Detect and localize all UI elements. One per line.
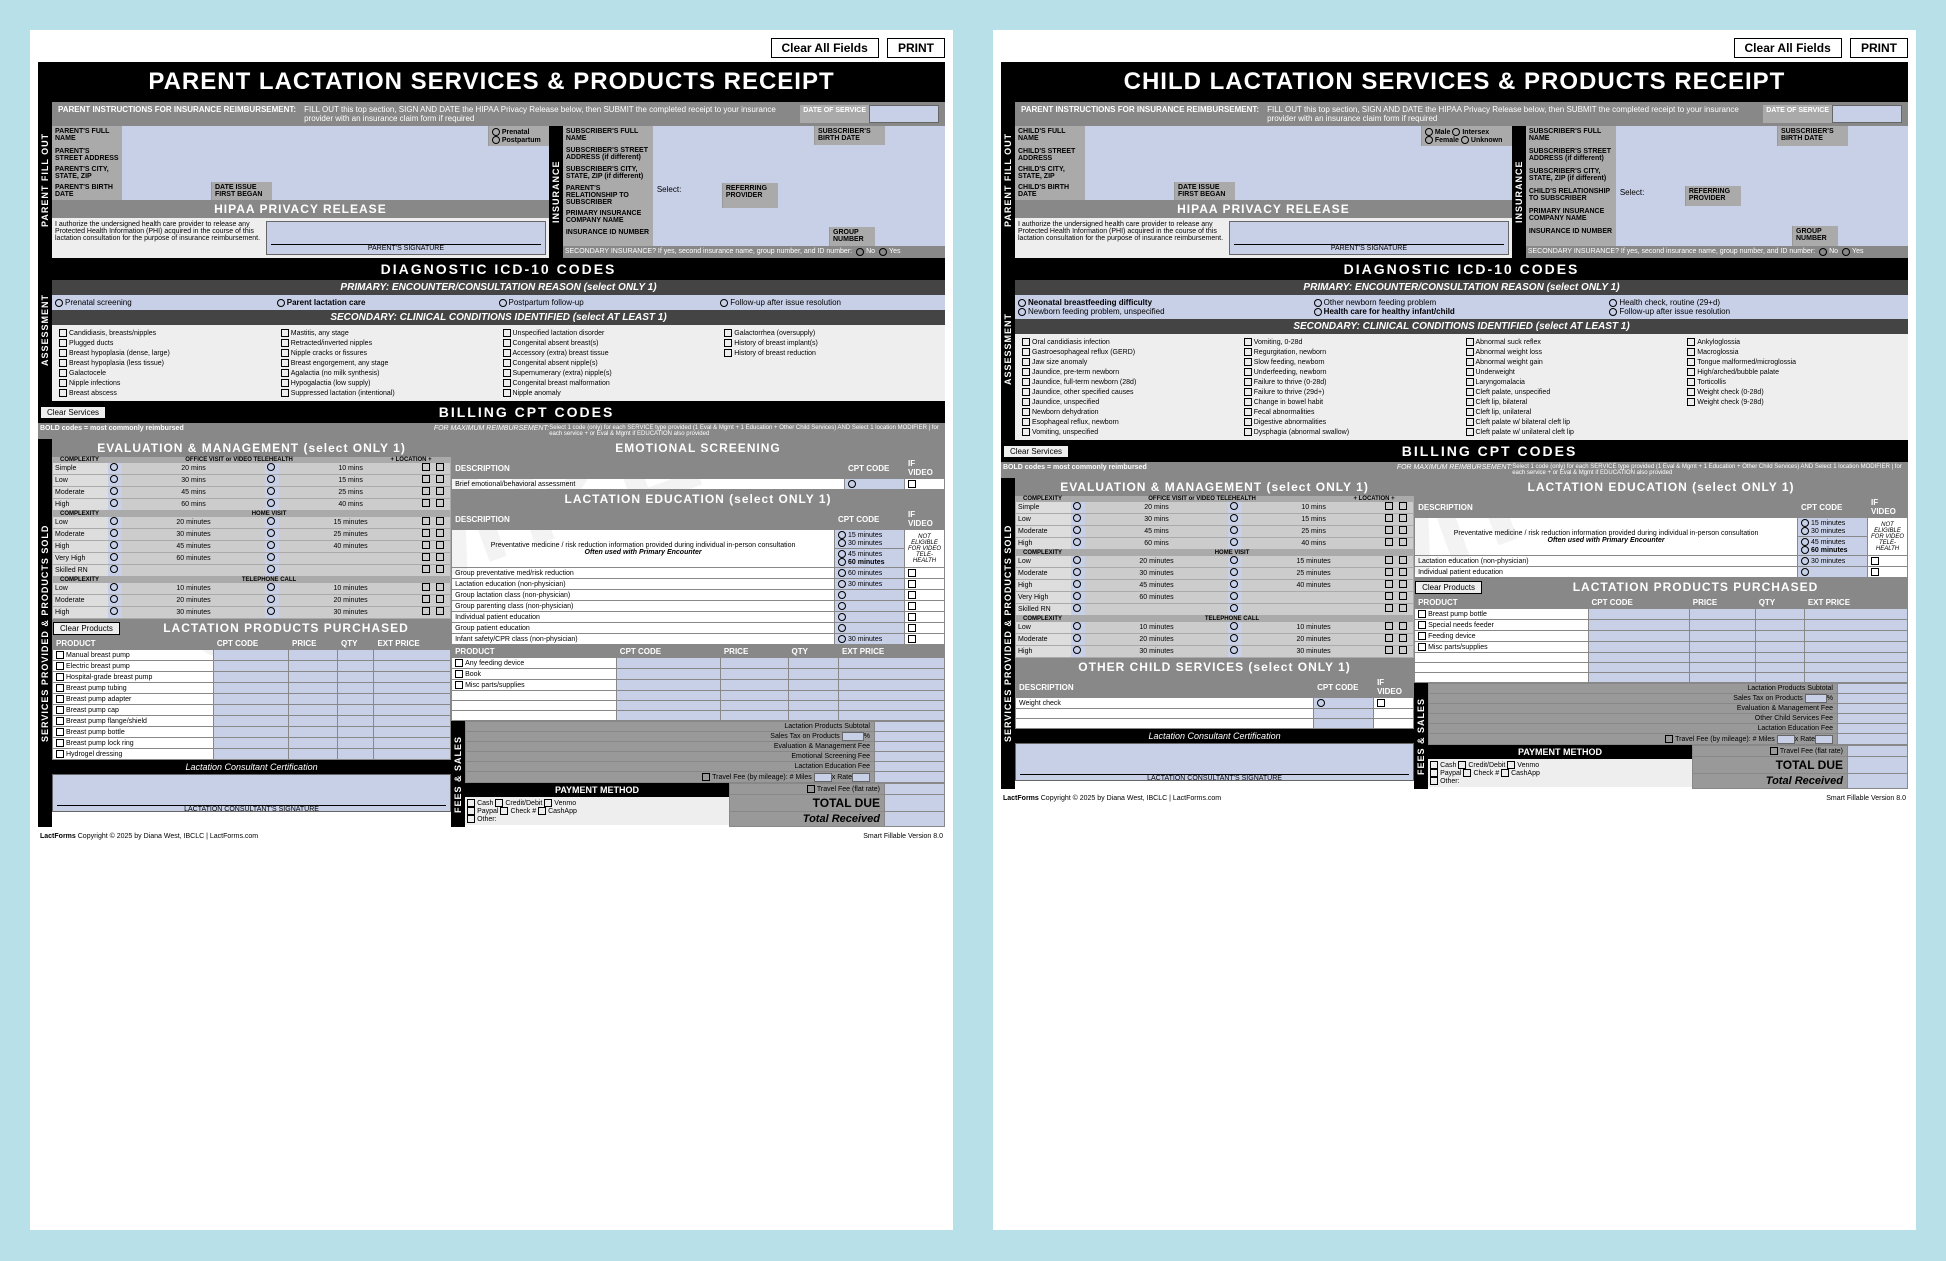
edu-table[interactable]: DESCRIPTIONCPT CODEIF VIDEO Preventative… [451,508,945,645]
prod-left-body: Manual breast pumpElectric breast pumpHo… [53,650,451,760]
issue-field[interactable] [272,182,549,200]
clear-products-button[interactable]: Clear Products [1415,581,1482,594]
vtab-insurance: INSURANCE [549,126,563,258]
primary-opts-2[interactable]: Neonatal breastfeeding difficulty Other … [1015,295,1908,319]
city-field[interactable] [122,164,549,182]
secondary-codes[interactable]: Candidiasis, breasts/nipplesPlugged duct… [52,325,945,401]
vtab-services: SERVICES PROVIDED & PRODUCTS SOLD [38,439,52,827]
print-button[interactable]: PRINT [1850,38,1908,58]
products-right-table[interactable]: PRODUCTCPT CODEPRICEQTYEXT PRICE Any fee… [451,645,945,721]
consultant-signature[interactable]: LACTATION CONSULTANT'S SIGNATURE [52,774,451,812]
products-left-table[interactable]: PRODUCTCPT CODEPRICEQTYEXT PRICE Manual … [52,637,451,760]
date-service-field[interactable] [869,105,939,123]
footer: LactForms Copyright © 2025 by Diana West… [38,831,945,842]
clear-all-button[interactable]: Clear All Fields [1734,38,1842,58]
street-field[interactable] [122,146,549,164]
sec-col-1: Mastitis, any stageRetracted/inverted ni… [277,328,499,398]
sec2-col-0: Oral candidiasis infectionGastroesophage… [1018,337,1240,437]
sec-col-2: Unspecified lactation disorderCongenital… [499,328,721,398]
tel-rows-2: Low10 minutes10 minutesModerate20 minute… [1015,622,1414,658]
clear-all-button[interactable]: Clear All Fields [771,38,879,58]
edu-items-body: Group preventative med/risk reduction60 … [452,568,945,645]
clear-services-button[interactable]: Clear Services [40,406,106,419]
page-title: CHILD LACTATION SERVICES & PRODUCTS RECE… [1001,62,1908,102]
sec-col-3: Galactorrhea (oversupply)History of brea… [720,328,942,398]
office-rows: Simple20 mins10 minsLow30 mins15 minsMod… [52,463,451,511]
vtab-fees: FEES & SALES [451,721,465,827]
vtab-assessment: ASSESSMENT [38,258,52,401]
clear-products-button[interactable]: Clear Products [53,622,120,635]
home-rows: Low20 minutes15 minutesModerate30 minute… [52,517,451,577]
office-rows-2: Simple20 mins10 minsLow30 mins15 minsMod… [1015,502,1414,550]
birth-field[interactable] [122,182,212,200]
hipaa-title: HIPAA PRIVACY RELEASE [52,200,549,218]
vtab-fillout: PARENT FILL OUT [38,102,52,258]
sec2-col-1: Vomiting, 0-28dRegurgitation, newbornSlo… [1240,337,1462,437]
rel-select[interactable]: Select: [653,183,723,208]
home-rows-2: Low20 minutes15 minutesModerate30 minute… [1015,556,1414,616]
parent-page: SAMPLE Clear All Fields PRINT PARENT LAC… [30,30,953,1230]
sec-col-0: Candidiasis, breasts/nipplesPlugged duct… [55,328,277,398]
primary-opts[interactable]: Prenatal screening Parent lactation care… [52,295,945,310]
sec2-col-2: Abnormal suck reflexAbnormal weight loss… [1462,337,1684,437]
instructions: PARENT INSTRUCTIONS FOR INSURANCE REIMBU… [52,102,945,126]
name-field[interactable] [122,126,489,146]
clear-services-button[interactable]: Clear Services [1003,445,1069,458]
parent-signature[interactable]: PARENT'S SIGNATURE [266,221,546,255]
print-button[interactable]: PRINT [887,38,945,58]
totals-table: Lactation Products Subtotal Sales Tax on… [465,721,945,783]
prod-right-body: Any feeding deviceBookMisc parts/supplie… [452,658,945,721]
prod2-body: Breast pump bottleSpecial needs feederFe… [1415,609,1908,683]
tel-rows: Low10 minutes10 minutesModerate20 minute… [52,583,451,619]
child-page: SAMPLE Clear All Fields PRINT CHILD LACT… [993,30,1916,1230]
payment-opts[interactable]: Cash Credit/Debit Venmo Paypal Check # C… [465,797,729,825]
sec2-col-3: AnkyloglossiaMacroglossiaTongue malforme… [1683,337,1905,437]
page-title: PARENT LACTATION SERVICES & PRODUCTS REC… [38,62,945,102]
